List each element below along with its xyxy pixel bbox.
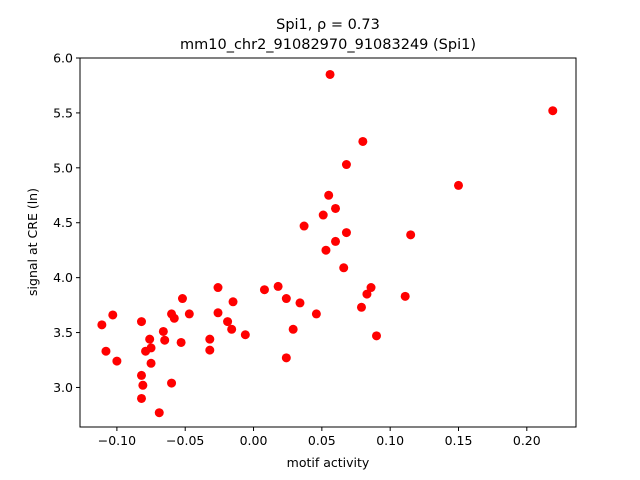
data-point: [112, 356, 122, 366]
x-axis: −0.10 −0.05 0.00 0.05 0.10 0.15 0.20: [98, 427, 541, 448]
data-point: [341, 160, 351, 170]
y-tick-label: 5.5: [53, 105, 73, 120]
data-points: [97, 69, 558, 418]
data-point: [372, 331, 382, 341]
y-axis-label: signal at CRE (ln): [25, 188, 40, 296]
data-point: [228, 297, 238, 307]
data-point: [406, 230, 416, 240]
data-point: [158, 326, 168, 336]
data-point: [136, 393, 146, 403]
data-point: [205, 345, 215, 355]
data-point: [362, 289, 372, 299]
data-point: [146, 343, 156, 353]
data-point: [295, 298, 305, 308]
plot-frame: [79, 57, 577, 428]
data-point: [331, 236, 341, 246]
data-point: [184, 309, 194, 319]
x-tick-label: 0.05: [308, 433, 336, 448]
x-tick-label: 0.20: [513, 433, 541, 448]
data-point: [358, 136, 368, 146]
data-point: [146, 358, 156, 368]
y-tick-label: 6.0: [53, 51, 73, 66]
data-point: [273, 281, 283, 291]
x-axis-label: motif activity: [287, 455, 370, 470]
data-point: [169, 313, 179, 323]
data-point: [101, 346, 111, 356]
chart-title-line2: mm10_chr2_91082970_91083249 (Spi1): [180, 37, 476, 53]
y-tick-label: 5.0: [53, 160, 73, 175]
data-point: [356, 302, 366, 312]
data-point: [288, 324, 298, 334]
data-point: [281, 353, 291, 363]
data-point: [400, 291, 410, 301]
x-tick-label: −0.05: [166, 433, 204, 448]
data-point: [240, 330, 250, 340]
data-point: [136, 317, 146, 327]
data-point: [167, 378, 177, 388]
data-point: [366, 283, 376, 293]
data-point: [108, 310, 118, 320]
y-tick-label: 4.5: [53, 215, 73, 230]
data-point: [325, 69, 335, 79]
data-point: [97, 320, 107, 330]
x-tick-label: −0.10: [98, 433, 136, 448]
plot-area: [80, 58, 576, 427]
data-point: [223, 317, 233, 327]
data-point: [324, 190, 334, 200]
data-point: [311, 309, 321, 319]
data-point: [213, 283, 223, 293]
x-tick-label: 0.10: [376, 433, 404, 448]
data-point: [138, 380, 148, 390]
data-point: [339, 263, 349, 273]
data-point: [341, 228, 351, 238]
data-point: [177, 294, 187, 304]
y-tick-label: 3.5: [53, 325, 73, 340]
x-tick-label: 0.00: [240, 433, 268, 448]
y-axis: 3.0 3.5 4.0 4.5 5.0 5.5 6.0: [53, 51, 80, 395]
data-point: [176, 337, 186, 347]
data-point: [318, 210, 328, 220]
data-point: [299, 221, 309, 231]
data-point: [213, 308, 223, 318]
data-point: [160, 335, 170, 345]
data-point: [259, 285, 269, 295]
data-point: [145, 334, 155, 344]
chart-title-line1: Spi1, ρ = 0.73: [276, 17, 380, 33]
x-tick-label: 0.15: [445, 433, 473, 448]
y-tick-label: 3.0: [53, 380, 73, 395]
y-tick-label: 4.0: [53, 270, 73, 285]
data-point: [205, 334, 215, 344]
data-point: [331, 203, 341, 213]
data-point: [321, 245, 331, 255]
data-point: [154, 408, 164, 418]
data-point: [136, 370, 146, 380]
data-point: [453, 180, 463, 190]
data-point: [227, 324, 237, 334]
data-point: [548, 106, 558, 116]
data-point: [281, 294, 291, 304]
